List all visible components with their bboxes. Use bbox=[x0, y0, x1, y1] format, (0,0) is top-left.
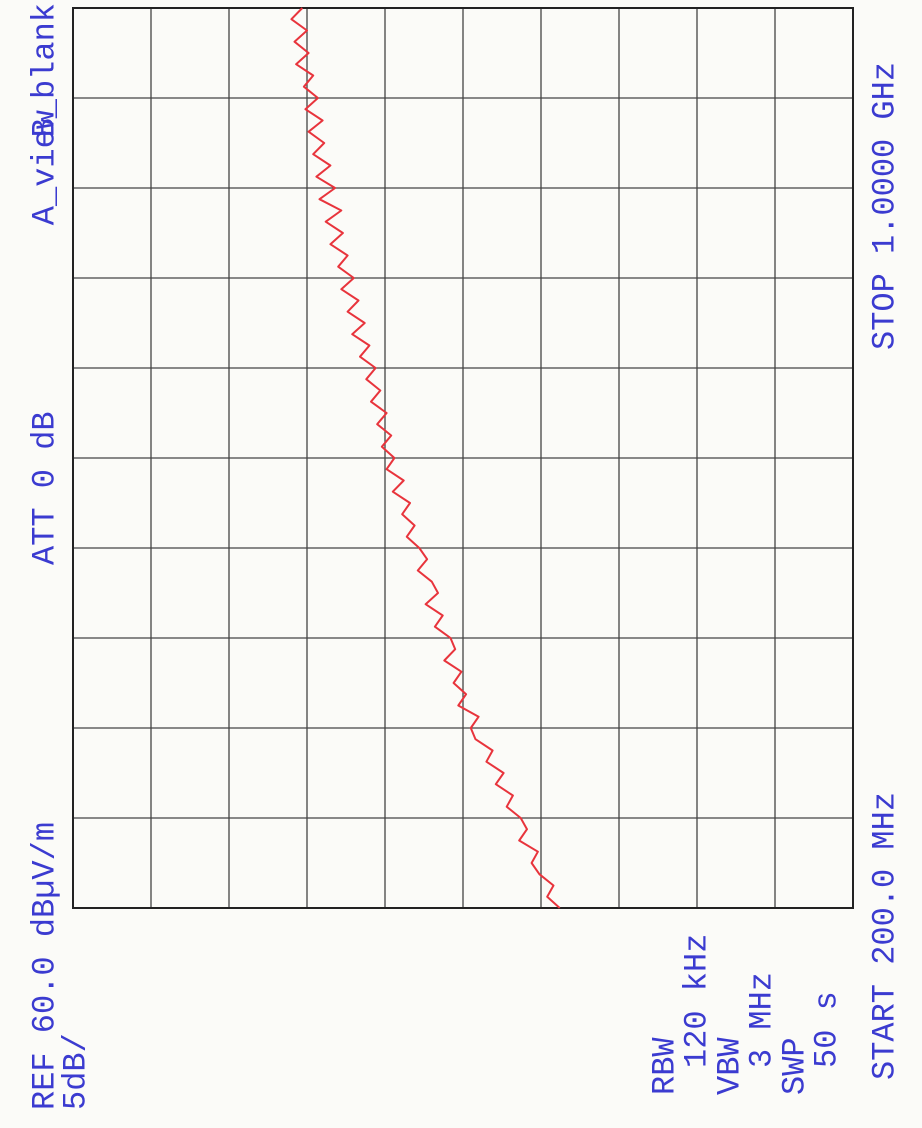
att-label: ATT 0 dB bbox=[26, 411, 63, 565]
legend-entry: A_view bbox=[26, 110, 63, 225]
stop-label: STOP 1.0000 GHz bbox=[866, 62, 903, 350]
plot-border bbox=[72, 7, 854, 909]
trace-line bbox=[290, 7, 561, 909]
setting-value: 3 MHz bbox=[743, 972, 780, 1068]
legend-entry: B_blank bbox=[26, 3, 63, 137]
ref-label: REF 60.0 dBµV/m bbox=[26, 822, 63, 1110]
scale-label: 5dB/ bbox=[57, 1033, 94, 1110]
setting-value: 120 kHz bbox=[678, 934, 715, 1068]
setting-value: 50 s bbox=[808, 991, 845, 1068]
setting-label: VBW bbox=[711, 1037, 748, 1095]
setting-label: RBW bbox=[646, 1037, 683, 1095]
setting-label: SWP bbox=[776, 1037, 813, 1095]
start-label: START 200.0 MHz bbox=[866, 792, 903, 1080]
rotated-display: REF 60.0 dBµV/m 5dB/ ATT 0 dB START 200.… bbox=[26, 3, 903, 1110]
